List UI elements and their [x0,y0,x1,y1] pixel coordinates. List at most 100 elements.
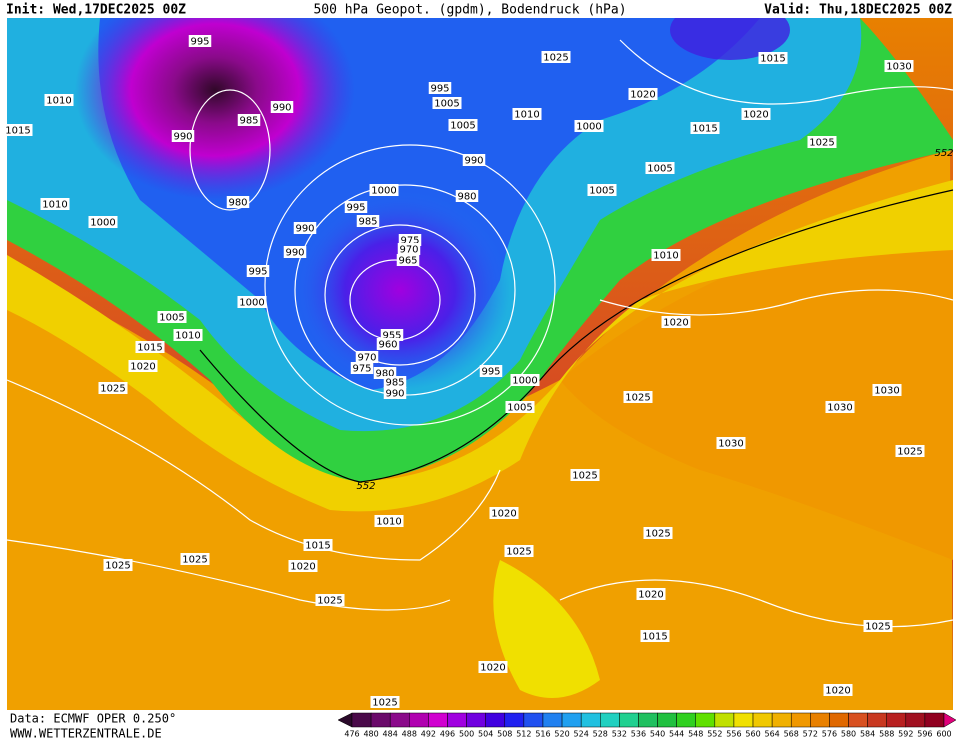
colorbar-label: 516 [535,730,550,739]
isobar-label: 990 [464,156,483,167]
isobar-label: 990 [173,132,192,143]
colorbar-box [867,712,887,728]
colorbar-box [409,712,429,728]
colorbar-label: 572 [803,730,818,739]
data-source: Data: ECMWF OPER 0.250° [10,712,176,726]
isobar-label: 1025 [897,447,922,458]
isobar-label-bg [512,108,542,120]
isobar-label-bg [640,630,670,642]
isobar-label: 1015 [5,126,30,137]
isobar-label-bg [171,130,195,142]
colorbar-box [542,712,563,728]
isobar-label-bg [40,198,70,210]
isobar-label-bg [690,122,720,134]
colorbar-box [848,712,868,728]
isobar-label: 975 [352,364,371,375]
colorbar-box [389,712,410,728]
colorbar-box [657,712,677,728]
isobar-label: 960 [378,340,397,351]
colorbar-label: 488 [402,730,417,739]
isobar-label-bg [188,35,212,47]
colorbar-label: 528 [593,730,608,739]
isobar-label: 1020 [630,90,655,101]
isobar-label: 1020 [290,562,315,573]
colorbar-box [485,712,506,728]
colorbar-box [886,712,907,728]
isobar-label-bg [479,365,503,377]
isobar-label: 1030 [718,439,743,450]
isobar-label-bg [807,136,837,148]
isobar-label: 1015 [305,541,330,552]
isobar-label-bg [628,88,658,100]
isobar-label: 995 [481,367,500,378]
isobar-label: 1025 [100,384,125,395]
isobar-label: 975 [400,236,419,247]
isobar-label: 1030 [886,62,911,73]
isobar-label-bg [643,527,673,539]
isobar-label-bg [303,539,333,551]
isobar-label: 1025 [543,53,568,64]
colorbar-label: 532 [612,730,627,739]
colorbar-label: 500 [459,730,474,739]
isobar-label-bg [823,684,853,696]
isobar-label: 985 [358,217,377,228]
isobar-label-bg [157,311,187,323]
isobar-label-bg [226,196,250,208]
isobar-label-bg [246,265,270,277]
isobar-label: 985 [385,378,404,389]
isobar-label: 1025 [105,561,130,572]
colorbar-box [733,712,754,728]
isobar-label: 1015 [137,343,162,354]
isobar-label: 990 [385,389,404,400]
colorbar-box [523,712,544,728]
isobar-label-bg [88,216,118,228]
isobar-label-bg [288,560,318,572]
isobar-label-bg [448,119,478,131]
isobar-label-bg [455,190,479,202]
isobar-label: 1000 [576,122,601,133]
colorbar-box [466,712,486,728]
isobar-label-bg [383,387,407,399]
colorbar-label: 484 [383,730,398,739]
isobar-label-bg [315,594,345,606]
isobar-label-bg [623,391,653,403]
isobar-label-bg [478,661,508,673]
isobar-label-bg [383,376,407,388]
colorbar-box [790,712,811,728]
isobar-label-bg [574,120,604,132]
isobar-label: 1025 [506,547,531,558]
isobar-label: 1025 [625,393,650,404]
isobar-label: 1010 [514,110,539,121]
isobar-label: 1010 [175,331,200,342]
colorbar-label: 552 [707,730,722,739]
isobar-label-bg [356,215,380,227]
isobar-label-bg [283,246,307,258]
isobar-label: 1025 [645,529,670,540]
map-title: 500 hPa Geopot. (gpdm), Bodendruck (hPa) [313,3,626,18]
isobar-label-bg [135,341,165,353]
isobar-label-bg [651,249,681,261]
colorbar-box [580,712,601,728]
colorbar-label: 596 [917,730,932,739]
isobar-label: 1005 [450,121,475,132]
isobar-label: 1020 [638,590,663,601]
colorbar-label: 548 [688,730,703,739]
isobar-label-bg [376,338,400,350]
isobar-label: 995 [190,37,209,48]
isobar-label: 1030 [874,386,899,397]
isobar-label: 1000 [371,186,396,197]
colorbar-label: 584 [860,730,875,739]
isobar-label-bg [504,545,534,557]
colorbar-label: 588 [879,730,894,739]
isobar-label: 1015 [692,124,717,135]
isobar-label: 1025 [372,698,397,709]
isobar-label: 1020 [825,686,850,697]
colorbar-box [351,712,372,728]
isobar-label-bg [716,437,746,449]
colorbar-label: 504 [478,730,493,739]
isobar-label-bg [369,184,399,196]
colorbar-label: 476 [344,730,359,739]
colorbar-label: 520 [554,730,569,739]
colorbar-box [695,712,716,728]
